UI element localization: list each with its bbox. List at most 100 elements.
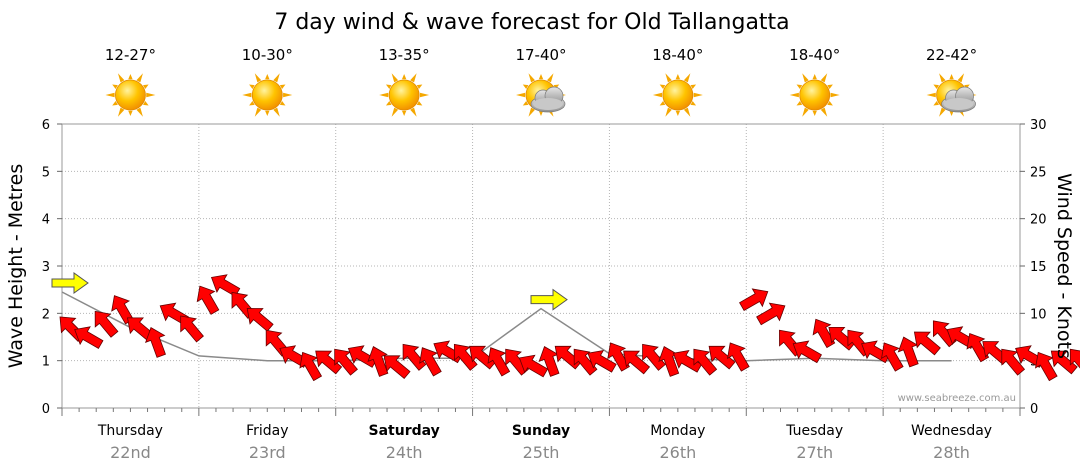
wind-arrow [246, 308, 274, 332]
wave-direction-arrow [51, 272, 89, 294]
sun-ray [802, 73, 809, 83]
day-name-label: Friday [246, 423, 288, 439]
chart-title: 7 day wind & wave forecast for Old Talla… [274, 10, 789, 35]
sun-ray [265, 74, 270, 80]
left-tick-label: 6 [42, 118, 50, 133]
right-axis-title: Wind Speed - Knots [1053, 173, 1075, 359]
sun-ray [136, 73, 143, 83]
sun-ray [391, 73, 399, 83]
axes: 0123456051015202530 [42, 118, 1047, 417]
sunny-weather-icon [242, 73, 293, 117]
sun-ray [410, 73, 417, 83]
sun-ray [933, 101, 939, 106]
wind-arrow [94, 310, 119, 338]
temperature-range-label: 12-27° [105, 46, 156, 64]
wave-height-line [61, 291, 952, 362]
wind-arrow [210, 274, 241, 297]
wind-arrow [693, 348, 718, 376]
sun-ray [538, 110, 544, 116]
weather-icons: 12-27° 10-30° 13-35° 17-40° 18-40° 18-40° 22-4… [105, 46, 977, 117]
grid [62, 124, 1020, 408]
sun-ray [675, 74, 681, 80]
sun-ray [410, 107, 417, 117]
wind-arrow [727, 342, 750, 372]
sun-ray [242, 92, 252, 98]
sun-ray [146, 92, 156, 98]
wave-direction-arrow [530, 288, 568, 311]
temperature-range-label: 18-40° [789, 46, 840, 64]
sun-ray [143, 101, 149, 106]
sun-ray [136, 107, 143, 117]
sun-ray [690, 101, 697, 106]
sun-ray [812, 110, 817, 116]
wind-arrow [708, 345, 736, 370]
wind-arrow [196, 285, 220, 315]
sun-ray [254, 107, 262, 117]
right-tick-label: 25 [1030, 165, 1047, 180]
wind-arrow [402, 343, 427, 371]
day-labels: Thursday 22nd Friday 23rd Saturday 24th Sunday… [97, 423, 992, 462]
cloud-shape [941, 86, 976, 113]
day-date-label: 22nd [110, 443, 151, 462]
sun-ray [538, 74, 544, 80]
sun-ray [665, 73, 672, 83]
wind-arrow [1001, 348, 1026, 376]
sunny-weather-icon [379, 73, 430, 117]
day-name-label: Tuesday [785, 423, 843, 439]
day-date-label: 26th [659, 443, 696, 462]
temperature-range-label: 22-42° [926, 46, 977, 64]
sun-ray [283, 92, 293, 98]
wind-arrow [74, 326, 104, 349]
wind-arrow [913, 331, 941, 356]
left-tick-label: 4 [42, 213, 50, 228]
sun-ray [690, 84, 697, 89]
sun-ray [401, 74, 407, 80]
sun-ray [279, 101, 286, 106]
sunny-weather-icon [105, 73, 156, 117]
sun-ray [105, 92, 115, 98]
sun-ray [693, 92, 703, 98]
right-tick-label: 0 [1030, 402, 1038, 417]
sun-ray [683, 107, 691, 117]
sun-ray [385, 84, 392, 89]
sun-ray [265, 110, 270, 116]
wave-series [51, 272, 952, 362]
sun-ray [652, 92, 663, 98]
sun-ray [522, 84, 529, 89]
credit-text: www.seabreeze.com.au [898, 393, 1016, 404]
sun-ray [820, 107, 828, 117]
sun-ray [827, 84, 833, 89]
sun-ray [516, 92, 526, 98]
sun-ray [802, 107, 809, 117]
sun-ray [933, 84, 939, 89]
day-name-label: Wednesday [911, 423, 992, 439]
sun-ray [401, 110, 407, 116]
sun-ray [796, 84, 803, 89]
right-tick-label: 30 [1030, 118, 1047, 133]
temperature-range-label: 13-35° [379, 46, 430, 64]
sunny-weather-icon [652, 73, 703, 117]
left-tick-label: 0 [42, 402, 50, 417]
left-tick-label: 5 [42, 165, 50, 180]
sun-ray [117, 73, 125, 83]
sun-ray [827, 101, 833, 106]
day-date-label: 27th [796, 443, 833, 462]
wind-arrow [1069, 348, 1080, 376]
day-date-label: 28th [933, 443, 970, 462]
sun-ray [659, 84, 666, 89]
wind-arrow [299, 351, 323, 382]
sun-ray [143, 84, 149, 89]
wind-arrow [739, 288, 769, 312]
sun-ray [112, 84, 118, 89]
sun-ray [416, 101, 423, 106]
sun-ray [254, 73, 262, 83]
sun-ray [273, 107, 280, 117]
cloud-shape [530, 86, 566, 113]
left-tick-label: 2 [42, 307, 50, 322]
wind-arrow [518, 354, 549, 378]
sunny-weather-icon [789, 73, 840, 117]
sun-ray [683, 73, 691, 83]
sun-disc [388, 79, 420, 111]
